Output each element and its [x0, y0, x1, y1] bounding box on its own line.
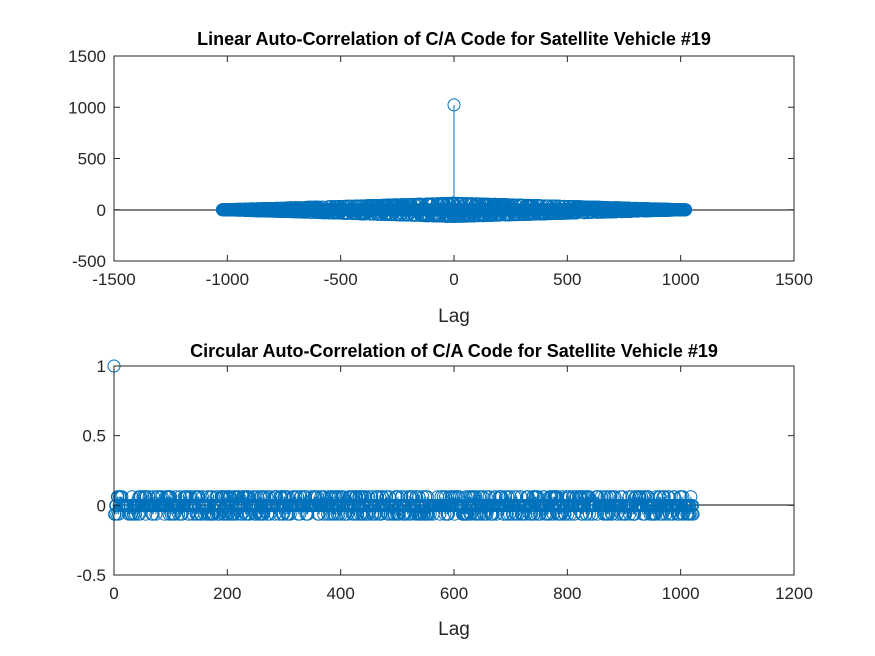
marker-series [215, 98, 693, 223]
x-tick-label: -500 [324, 270, 358, 289]
axes-frame [113, 55, 795, 262]
y-tick-label: 500 [78, 150, 106, 169]
stem-marker [447, 98, 461, 112]
y-tick-label: 1000 [68, 98, 106, 117]
x-tick-label: -1000 [206, 270, 249, 289]
x-tick-label: 1000 [662, 270, 700, 289]
y-tick-label: 0 [97, 201, 106, 220]
x-tick-label: -1500 [92, 270, 135, 289]
y-tick-label: -500 [72, 252, 106, 271]
circular-autocorrelation-chart: Circular Auto-Correlation of C/A Code fo… [77, 341, 813, 640]
x-tick-label: 0 [449, 270, 458, 289]
x-tick-label: 1500 [775, 270, 813, 289]
x-axis-label: Lag [438, 306, 470, 327]
x-axis: -1500 -1000 -500 0 500 1000 1500 [92, 56, 813, 289]
stem-marker [679, 203, 693, 217]
linear-autocorrelation-chart: Linear Auto-Correlation of C/A Code for … [68, 29, 813, 327]
x-tick-label: 500 [553, 270, 581, 289]
y-tick-label: 1500 [68, 47, 106, 66]
chart-title: Circular Auto-Correlation of C/A Code fo… [190, 341, 718, 361]
chart-title: Linear Auto-Correlation of C/A Code for … [197, 29, 711, 49]
axes-box [114, 366, 794, 575]
